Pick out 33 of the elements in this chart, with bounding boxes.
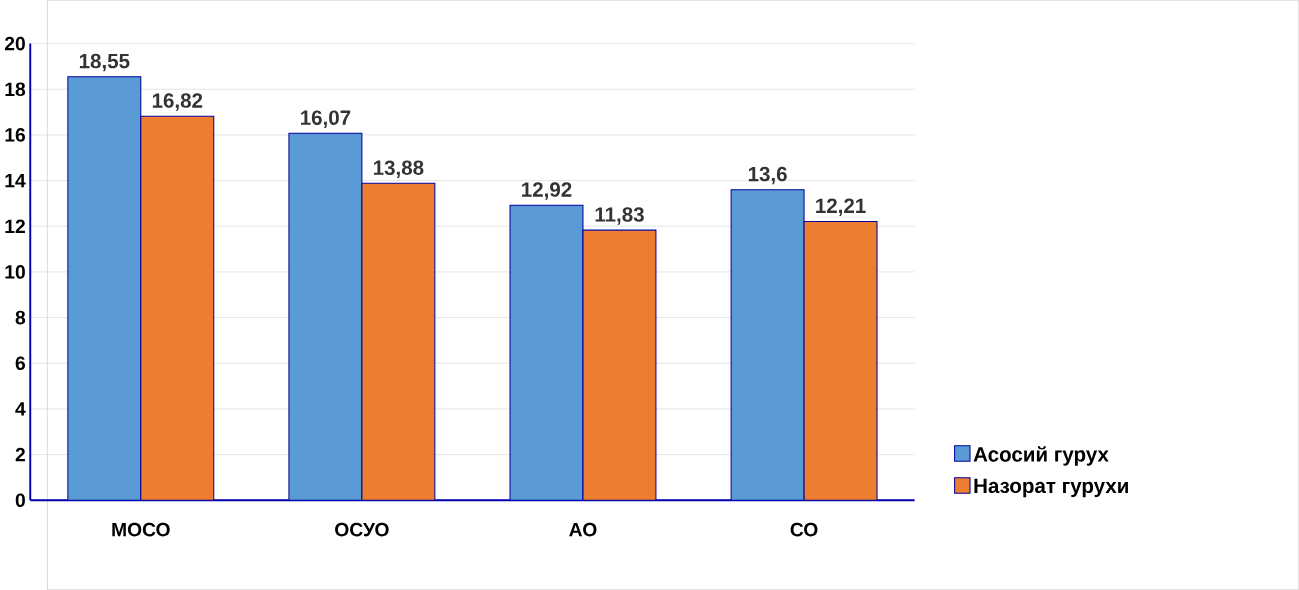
- y-tick-label: 8: [15, 310, 26, 325]
- data-label: 12,92: [522, 182, 572, 200]
- y-tick-label: 10: [5, 265, 25, 279]
- data-label: 16,07: [300, 110, 351, 128]
- y-tick-label: 0: [15, 493, 25, 508]
- data-label: 18,55: [79, 53, 130, 72]
- y-tick-label: 20: [4, 36, 25, 51]
- bar: [67, 76, 142, 501]
- bar: [509, 204, 584, 501]
- x-tick-label: ОСУО: [335, 522, 389, 537]
- y-tick-label: 18: [5, 82, 26, 97]
- x-tick-label: МОСО: [112, 522, 170, 537]
- y-tick-label: 2: [15, 447, 25, 462]
- y-tick-label: 6: [15, 356, 26, 371]
- bar: [361, 182, 436, 501]
- data-label: 12,21: [816, 198, 866, 217]
- x-tick-label: СО: [790, 522, 818, 537]
- legend-label: Назорат гурухи: [974, 478, 1128, 498]
- bar: [288, 132, 363, 501]
- y-tick-label: 4: [15, 402, 26, 416]
- data-label: 11,83: [595, 207, 644, 225]
- y-tick-label: 14: [5, 173, 26, 188]
- data-label: 16,82: [152, 93, 203, 111]
- bar: [140, 115, 215, 501]
- x-tick-label: АО: [569, 522, 597, 537]
- data-label: 13,6: [748, 166, 787, 185]
- bar: [730, 189, 805, 501]
- bar: [803, 220, 878, 501]
- legend-label: Асосий гурух: [973, 446, 1109, 466]
- data-label: 13,88: [373, 160, 424, 178]
- y-tick-label: 12: [5, 219, 25, 233]
- y-tick-label: 16: [5, 128, 26, 142]
- bar: [582, 229, 657, 501]
